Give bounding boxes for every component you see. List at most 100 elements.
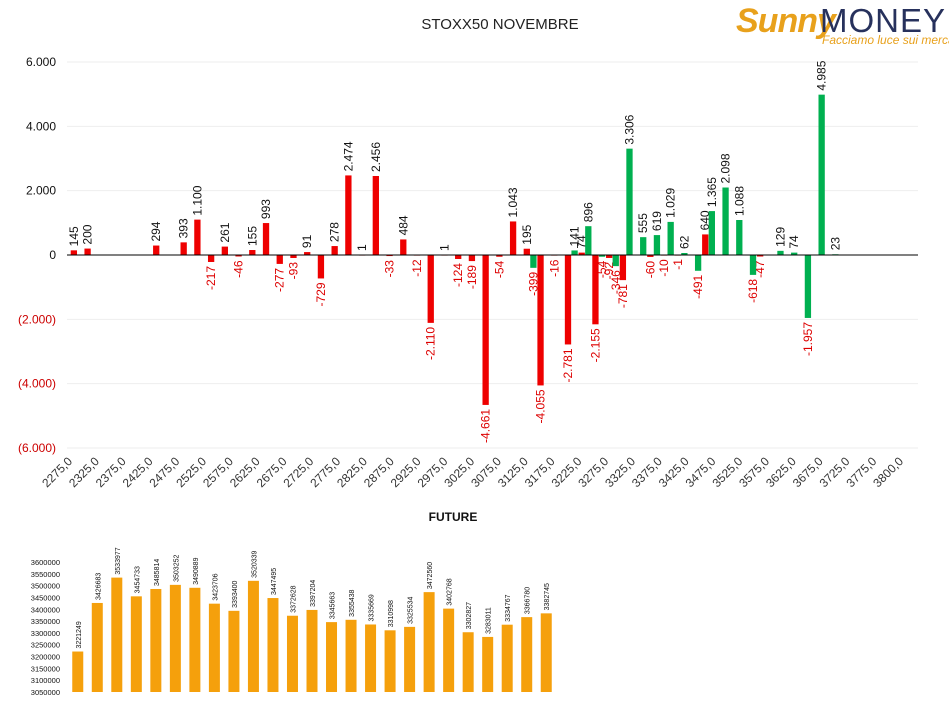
data-label: -491 xyxy=(691,274,705,298)
data-label: 2.474 xyxy=(341,141,355,171)
data-label: 278 xyxy=(328,222,342,242)
bar xyxy=(509,221,517,255)
data-label: 3355438 xyxy=(349,589,356,616)
data-label: -1.957 xyxy=(801,322,815,356)
data-label: 3283011 xyxy=(486,607,493,634)
data-label: 3302827 xyxy=(466,602,473,629)
data-label: 23 xyxy=(828,237,842,251)
stoxx50-bar-chart: 6.0004.0002.0000(2.000)(4.000)(6.000)227… xyxy=(18,55,918,490)
data-label: 62 xyxy=(677,235,691,249)
data-label: 3426683 xyxy=(95,573,102,600)
bar xyxy=(482,255,489,405)
bar xyxy=(777,250,784,255)
y-tick-label: 4.000 xyxy=(26,119,56,133)
data-label: 1.100 xyxy=(190,185,204,215)
bar xyxy=(221,246,228,255)
data-label: 993 xyxy=(259,199,273,219)
sunny-money-logo: Sunny MONEY Facciamo luce sui mercati xyxy=(736,2,949,50)
data-label: 393 xyxy=(177,218,191,238)
bar xyxy=(455,255,462,259)
bar xyxy=(598,255,606,257)
bar xyxy=(694,255,702,271)
data-label: 1 xyxy=(355,244,369,251)
data-label: 155 xyxy=(245,226,259,246)
data-label: 2.456 xyxy=(369,142,383,172)
bar xyxy=(189,587,201,692)
data-label: -217 xyxy=(204,266,218,290)
data-label: -54 xyxy=(595,260,609,278)
data-label: -124 xyxy=(451,263,465,287)
bar xyxy=(153,245,160,255)
data-label: 294 xyxy=(149,221,163,241)
bar xyxy=(681,253,688,255)
y-tick-label: 3150000 xyxy=(31,664,60,673)
data-label: 3335669 xyxy=(369,594,376,621)
bar xyxy=(619,255,627,281)
bar xyxy=(72,651,84,692)
bar xyxy=(427,255,434,323)
logo-brand-money: MONEY xyxy=(820,2,947,39)
data-label: 3454733 xyxy=(134,566,141,593)
bar xyxy=(530,255,537,268)
bar xyxy=(626,148,633,255)
bar xyxy=(640,237,647,255)
bar xyxy=(235,255,242,257)
data-label: -10 xyxy=(657,259,671,277)
data-label: -346 xyxy=(609,270,623,294)
bar xyxy=(150,588,162,692)
bar xyxy=(345,619,357,692)
data-label: -618 xyxy=(746,279,760,303)
data-label: 555 xyxy=(636,213,650,233)
data-label: -12 xyxy=(410,259,424,277)
bar xyxy=(290,255,297,258)
data-label: 3402768 xyxy=(447,578,454,605)
bar xyxy=(791,252,798,255)
bar xyxy=(70,250,78,255)
data-label: 1.043 xyxy=(506,187,520,217)
bar xyxy=(306,609,318,692)
y-tick-label: 3050000 xyxy=(31,688,60,697)
bar xyxy=(247,580,259,692)
bar xyxy=(804,255,812,318)
bar xyxy=(130,596,142,692)
data-label: 3490889 xyxy=(193,557,200,584)
data-label: 4.985 xyxy=(815,60,829,90)
bar xyxy=(757,255,764,257)
logo-brand-sunny: Sunny xyxy=(736,2,836,40)
data-label: -54 xyxy=(492,260,506,278)
bar xyxy=(462,632,474,692)
data-label: 3503252 xyxy=(173,555,180,582)
bar xyxy=(91,602,103,692)
data-label: 3310998 xyxy=(388,600,395,627)
data-label: 261 xyxy=(218,222,232,242)
bar xyxy=(365,624,377,692)
y-tick-label: 3500000 xyxy=(31,582,60,591)
data-label: -781 xyxy=(616,284,630,308)
y-tick-label: (2.000) xyxy=(18,312,56,326)
data-label: -46 xyxy=(232,260,246,278)
bar xyxy=(317,255,325,279)
data-label: -16 xyxy=(547,259,561,277)
data-label: 3.306 xyxy=(622,114,636,144)
data-label: 3397204 xyxy=(310,580,317,607)
bar xyxy=(443,608,455,692)
data-label: 3472560 xyxy=(427,562,434,589)
data-label: 484 xyxy=(396,215,410,235)
bar xyxy=(521,617,533,692)
data-label: -47 xyxy=(753,260,767,278)
bar xyxy=(523,248,530,255)
bar xyxy=(400,239,407,255)
bar xyxy=(267,598,279,692)
bar xyxy=(228,610,240,692)
bar xyxy=(571,250,578,255)
data-label: -2.155 xyxy=(588,328,602,362)
data-label: -189 xyxy=(465,265,479,289)
data-label: 1.365 xyxy=(705,177,719,207)
data-label: 3366780 xyxy=(525,587,532,614)
data-label: 3393400 xyxy=(232,580,239,607)
bar xyxy=(647,255,654,257)
data-label: -4.661 xyxy=(479,409,493,443)
bar xyxy=(262,223,270,255)
data-label: -277 xyxy=(273,268,287,292)
y-tick-label: (6.000) xyxy=(18,441,56,455)
